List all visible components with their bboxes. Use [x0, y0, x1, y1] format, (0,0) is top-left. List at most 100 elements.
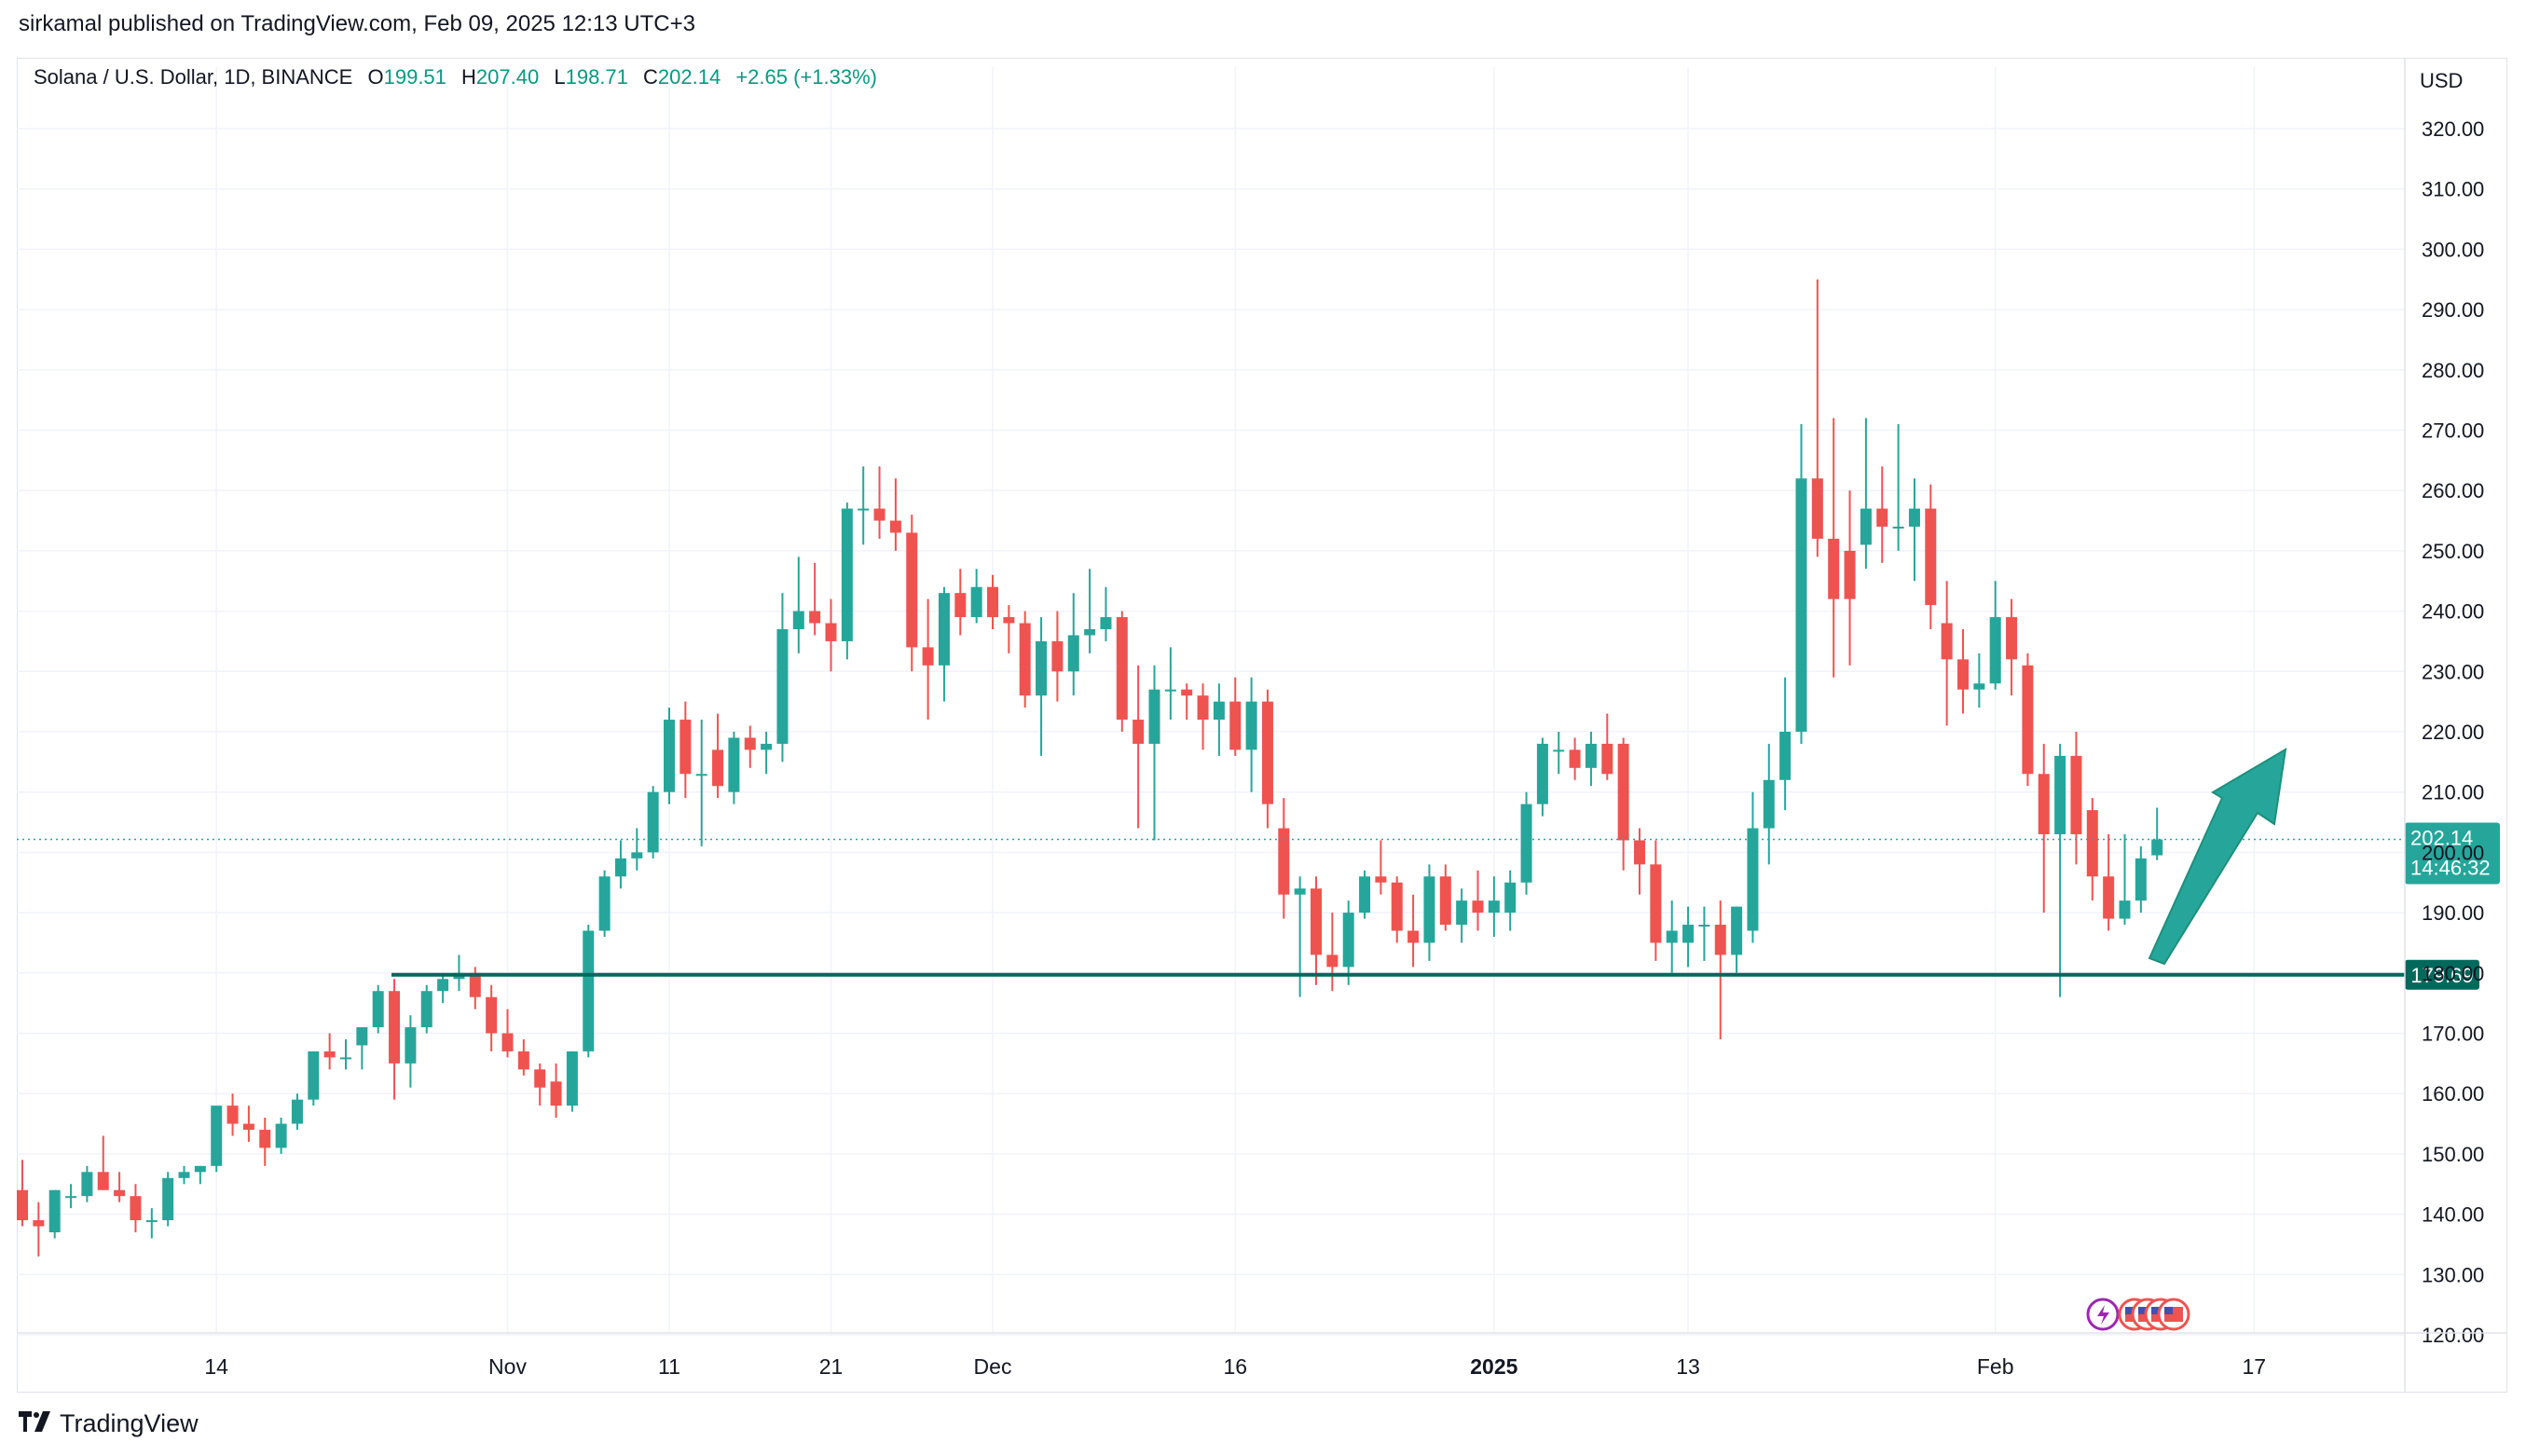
candle-body	[1650, 864, 1662, 943]
candle	[1148, 665, 1160, 841]
candle	[1989, 581, 2001, 690]
candle-body	[437, 979, 449, 992]
candle	[2054, 743, 2066, 997]
symbol-legend: Solana / U.S. Dollar, 1D, BINANCE O199.5…	[34, 65, 877, 89]
countdown-label: 14:46:32	[2410, 857, 2491, 880]
candle-body	[1941, 623, 1953, 660]
candle-body	[1116, 617, 1128, 721]
candle	[647, 786, 659, 858]
candle	[1795, 424, 1807, 744]
y-tick-label: 240.00	[2422, 600, 2484, 624]
candle	[308, 1051, 320, 1106]
candle	[1164, 647, 1176, 721]
candle-body	[631, 852, 643, 858]
candle	[486, 984, 498, 1051]
candle-body	[340, 1057, 351, 1060]
candle	[1311, 876, 1322, 985]
candle	[1181, 683, 1193, 721]
candle-body	[211, 1106, 223, 1166]
high-label: H	[461, 65, 476, 89]
x-tick-label: Nov	[488, 1354, 527, 1379]
symbol-name[interactable]: Solana / U.S. Dollar, 1D, BINANCE	[34, 65, 353, 89]
candle	[1941, 581, 1953, 726]
up-arrow-icon[interactable]	[2148, 748, 2287, 966]
candle	[1326, 913, 1339, 992]
candle-body	[1326, 955, 1339, 968]
tradingview-logo-icon	[19, 1409, 52, 1438]
candle-body	[534, 1069, 546, 1088]
y-tick-label: 280.00	[2422, 359, 2484, 382]
candle	[1650, 840, 1662, 961]
candle	[517, 1038, 529, 1076]
candle-body	[825, 623, 837, 641]
candle-body	[308, 1051, 320, 1100]
chart-frame[interactable]	[17, 58, 2507, 1393]
footer-brand: TradingView	[19, 1409, 199, 1438]
candle-body	[664, 720, 675, 792]
candle-body	[1423, 876, 1435, 943]
candle-body	[2006, 617, 2018, 660]
candle-body	[1051, 640, 1064, 672]
candle-body	[1181, 689, 1193, 696]
candle	[145, 1208, 158, 1239]
candle	[1100, 586, 1112, 641]
y-tick-label: 210.00	[2422, 781, 2484, 804]
candle-body	[583, 930, 595, 1051]
currency-selector[interactable]: USD	[2420, 69, 2464, 92]
candle-body	[1456, 900, 1468, 926]
candle-body	[1957, 659, 1969, 690]
flag-canton	[2164, 1307, 2173, 1314]
brand-name: TradingView	[60, 1409, 199, 1437]
candle-body	[695, 774, 707, 776]
y-tick-label: 250.00	[2422, 540, 2484, 563]
flag-icon[interactable]	[2157, 1298, 2190, 1331]
candle-body	[922, 647, 934, 666]
candle-body	[97, 1172, 109, 1190]
candle-body	[1828, 538, 1840, 599]
candle	[227, 1093, 239, 1136]
candle	[81, 1165, 93, 1202]
candle	[841, 502, 853, 660]
candle-body	[145, 1220, 158, 1223]
candle	[858, 466, 870, 545]
candle	[1067, 593, 1079, 696]
y-tick-label: 290.00	[2422, 298, 2484, 322]
candle	[761, 732, 773, 775]
candle	[291, 1093, 303, 1131]
x-tick-label: 21	[819, 1354, 844, 1379]
candle	[1779, 677, 1792, 811]
candle	[1714, 900, 1726, 1039]
candle	[162, 1172, 174, 1227]
candle	[389, 979, 401, 1100]
last-price-tag	[2405, 822, 2500, 885]
candle	[130, 1184, 142, 1233]
candle-body	[1731, 906, 1743, 955]
candle	[1245, 677, 1257, 792]
candle-body	[1860, 508, 1872, 545]
y-tick-label: 140.00	[2422, 1203, 2484, 1227]
candle-body	[1294, 888, 1306, 895]
candle-body	[1245, 701, 1257, 750]
candle-body	[1359, 876, 1371, 913]
candle-body	[1795, 478, 1807, 732]
candle	[1278, 798, 1290, 919]
candle	[1698, 906, 1710, 961]
candle-body	[275, 1123, 287, 1148]
candle-body	[889, 520, 901, 533]
candle	[744, 725, 756, 768]
candle-body	[1682, 925, 1695, 943]
candle-body	[48, 1189, 61, 1233]
candle	[873, 466, 885, 539]
candle-body	[1617, 743, 1629, 841]
candle-body	[1100, 617, 1112, 630]
candle-body	[2054, 755, 2066, 834]
candle	[275, 1118, 287, 1154]
candle	[17, 1160, 28, 1227]
candle	[1925, 484, 1937, 630]
x-tick-label: 16	[1223, 1354, 1247, 1379]
candle	[906, 515, 918, 672]
candle-body	[1375, 876, 1387, 883]
candle-body	[17, 1189, 28, 1221]
candle	[825, 598, 837, 672]
